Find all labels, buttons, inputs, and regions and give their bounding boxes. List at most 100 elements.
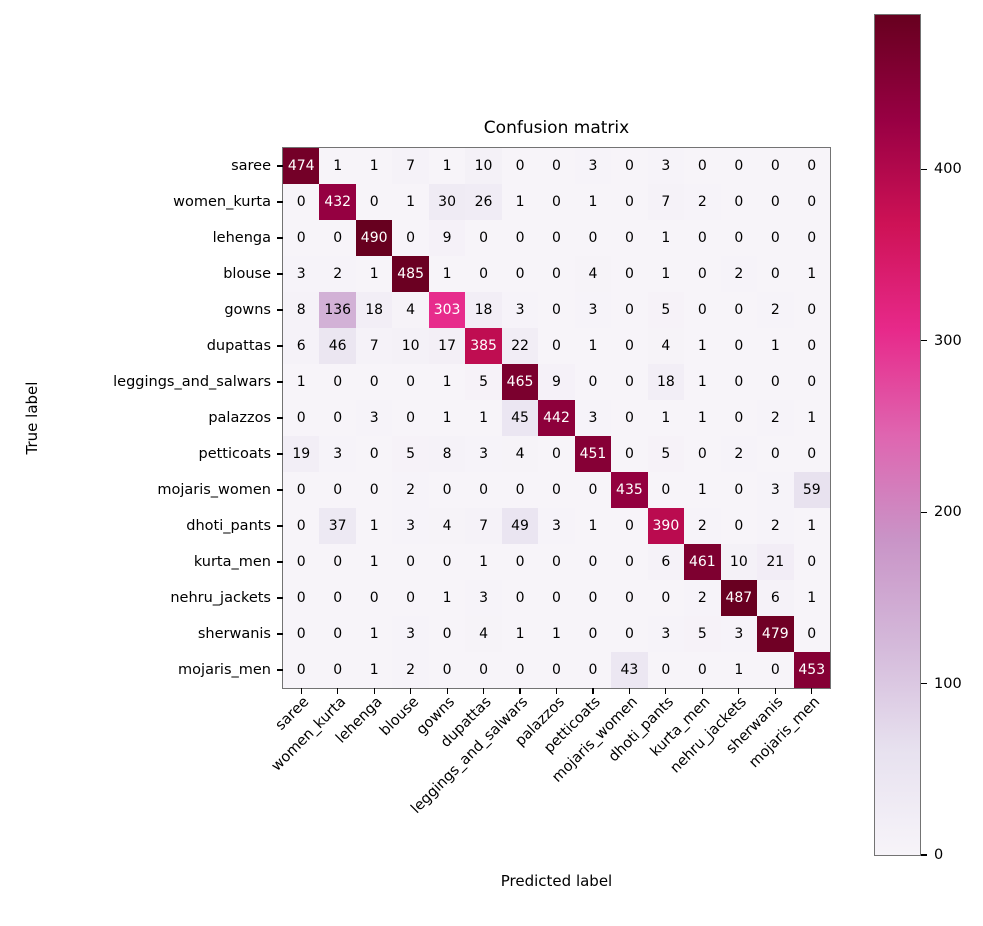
matrix-cell: 0 <box>684 292 721 328</box>
matrix-cell: 0 <box>611 184 648 220</box>
y-tick-mark <box>277 345 283 347</box>
matrix-cell: 45 <box>501 400 539 436</box>
matrix-cell: 385 <box>465 328 502 364</box>
x-tick-mark <box>482 688 485 694</box>
matrix-cell: 0 <box>538 472 575 508</box>
matrix-cell: 0 <box>428 472 466 508</box>
matrix-cell: 432 <box>319 184 356 220</box>
matrix-cell: 3 <box>574 148 612 184</box>
matrix-cell: 0 <box>501 256 539 292</box>
matrix-cell: 0 <box>574 364 612 400</box>
matrix-cell: 0 <box>319 472 356 508</box>
matrix-cell: 0 <box>574 652 612 688</box>
matrix-cell: 6 <box>283 328 320 364</box>
matrix-cell: 390 <box>647 508 685 544</box>
matrix-cell: 2 <box>392 652 429 688</box>
y-tick-mark <box>277 453 283 455</box>
matrix-cell: 1 <box>392 184 429 220</box>
matrix-cell: 1 <box>574 184 612 220</box>
matrix-cell: 0 <box>720 328 758 364</box>
matrix-cell: 3 <box>501 292 539 328</box>
colorbar <box>874 14 921 856</box>
matrix-cell: 0 <box>574 580 612 616</box>
matrix-cell: 0 <box>283 472 320 508</box>
matrix-cell: 0 <box>757 256 794 292</box>
matrix-cell: 9 <box>538 364 575 400</box>
x-axis-label: Predicted label <box>500 872 613 890</box>
matrix-cell: 2 <box>757 508 794 544</box>
matrix-cell: 1 <box>793 580 830 616</box>
matrix-cell: 10 <box>392 328 429 364</box>
matrix-cell: 0 <box>684 436 721 472</box>
matrix-cell: 3 <box>392 508 429 544</box>
matrix-cell: 18 <box>465 292 502 328</box>
colorbar-tick-label: 200 <box>934 504 962 521</box>
matrix-cell: 0 <box>647 652 685 688</box>
colorbar-tick-mark <box>921 511 927 513</box>
matrix-cell: 0 <box>319 616 356 652</box>
matrix-cell: 0 <box>538 220 575 256</box>
matrix-cell: 0 <box>283 508 320 544</box>
matrix-cell: 4 <box>465 616 502 652</box>
matrix-cell: 3 <box>647 148 685 184</box>
matrix-cell: 18 <box>647 364 685 400</box>
matrix-cell: 5 <box>392 436 429 472</box>
matrix-cell: 1 <box>684 472 721 508</box>
matrix-cell: 0 <box>720 508 758 544</box>
matrix-cell: 43 <box>611 652 648 688</box>
matrix-cell: 0 <box>283 220 320 256</box>
matrix-cell: 5 <box>647 292 685 328</box>
matrix-cell: 0 <box>793 616 830 652</box>
matrix-cell: 3 <box>757 472 794 508</box>
matrix-cell: 4 <box>428 508 466 544</box>
x-tick-mark <box>628 688 631 694</box>
x-tick-mark <box>774 688 776 694</box>
y-tick-label: palazzos <box>208 410 271 426</box>
matrix-cell: 6 <box>647 544 685 580</box>
matrix-cell: 0 <box>501 544 539 580</box>
x-tick-mark <box>519 688 521 694</box>
matrix-cell: 0 <box>392 580 429 616</box>
matrix-cell: 465 <box>501 364 539 400</box>
y-tick-label: nehru_jackets <box>170 590 271 606</box>
matrix-cell: 9 <box>428 220 466 256</box>
matrix-cell: 3 <box>574 400 612 436</box>
matrix-cell: 21 <box>757 544 794 580</box>
matrix-cell: 3 <box>538 508 575 544</box>
matrix-cell: 0 <box>757 220 794 256</box>
matrix-cell: 1 <box>283 364 320 400</box>
matrix-cell: 7 <box>392 148 429 184</box>
x-tick-mark <box>811 688 813 694</box>
matrix-cell: 1 <box>647 256 685 292</box>
matrix-cell: 2 <box>684 580 721 616</box>
matrix-cell: 0 <box>319 364 356 400</box>
matrix-cell: 0 <box>720 292 758 328</box>
matrix-cell: 3 <box>319 436 356 472</box>
matrix-cell: 0 <box>611 544 648 580</box>
matrix-cell: 0 <box>538 436 575 472</box>
matrix-cell: 0 <box>501 580 539 616</box>
y-tick-label: sherwanis <box>197 626 271 642</box>
matrix-cell: 485 <box>392 256 429 292</box>
matrix-cell: 1 <box>355 616 393 652</box>
x-tick-mark <box>665 688 667 694</box>
matrix-cell: 0 <box>319 220 356 256</box>
matrix-cell: 303 <box>428 292 466 328</box>
matrix-cell: 0 <box>538 256 575 292</box>
x-tick-mark <box>701 688 703 694</box>
y-tick-label: mojaris_men <box>178 662 271 678</box>
matrix-cell: 0 <box>611 328 648 364</box>
y-tick-label: lehenga <box>212 230 271 246</box>
matrix-cell: 3 <box>647 616 685 652</box>
y-tick-label: women_kurta <box>173 194 271 210</box>
matrix-cell: 0 <box>355 436 393 472</box>
matrix-cell: 0 <box>283 544 320 580</box>
matrix-cell: 4 <box>392 292 429 328</box>
matrix-cell: 0 <box>283 580 320 616</box>
colorbar-tick-mark <box>921 340 927 342</box>
matrix-cell: 1 <box>428 256 466 292</box>
matrix-cell: 0 <box>611 292 648 328</box>
matrix-cell: 1 <box>465 544 502 580</box>
matrix-cell: 0 <box>355 184 393 220</box>
